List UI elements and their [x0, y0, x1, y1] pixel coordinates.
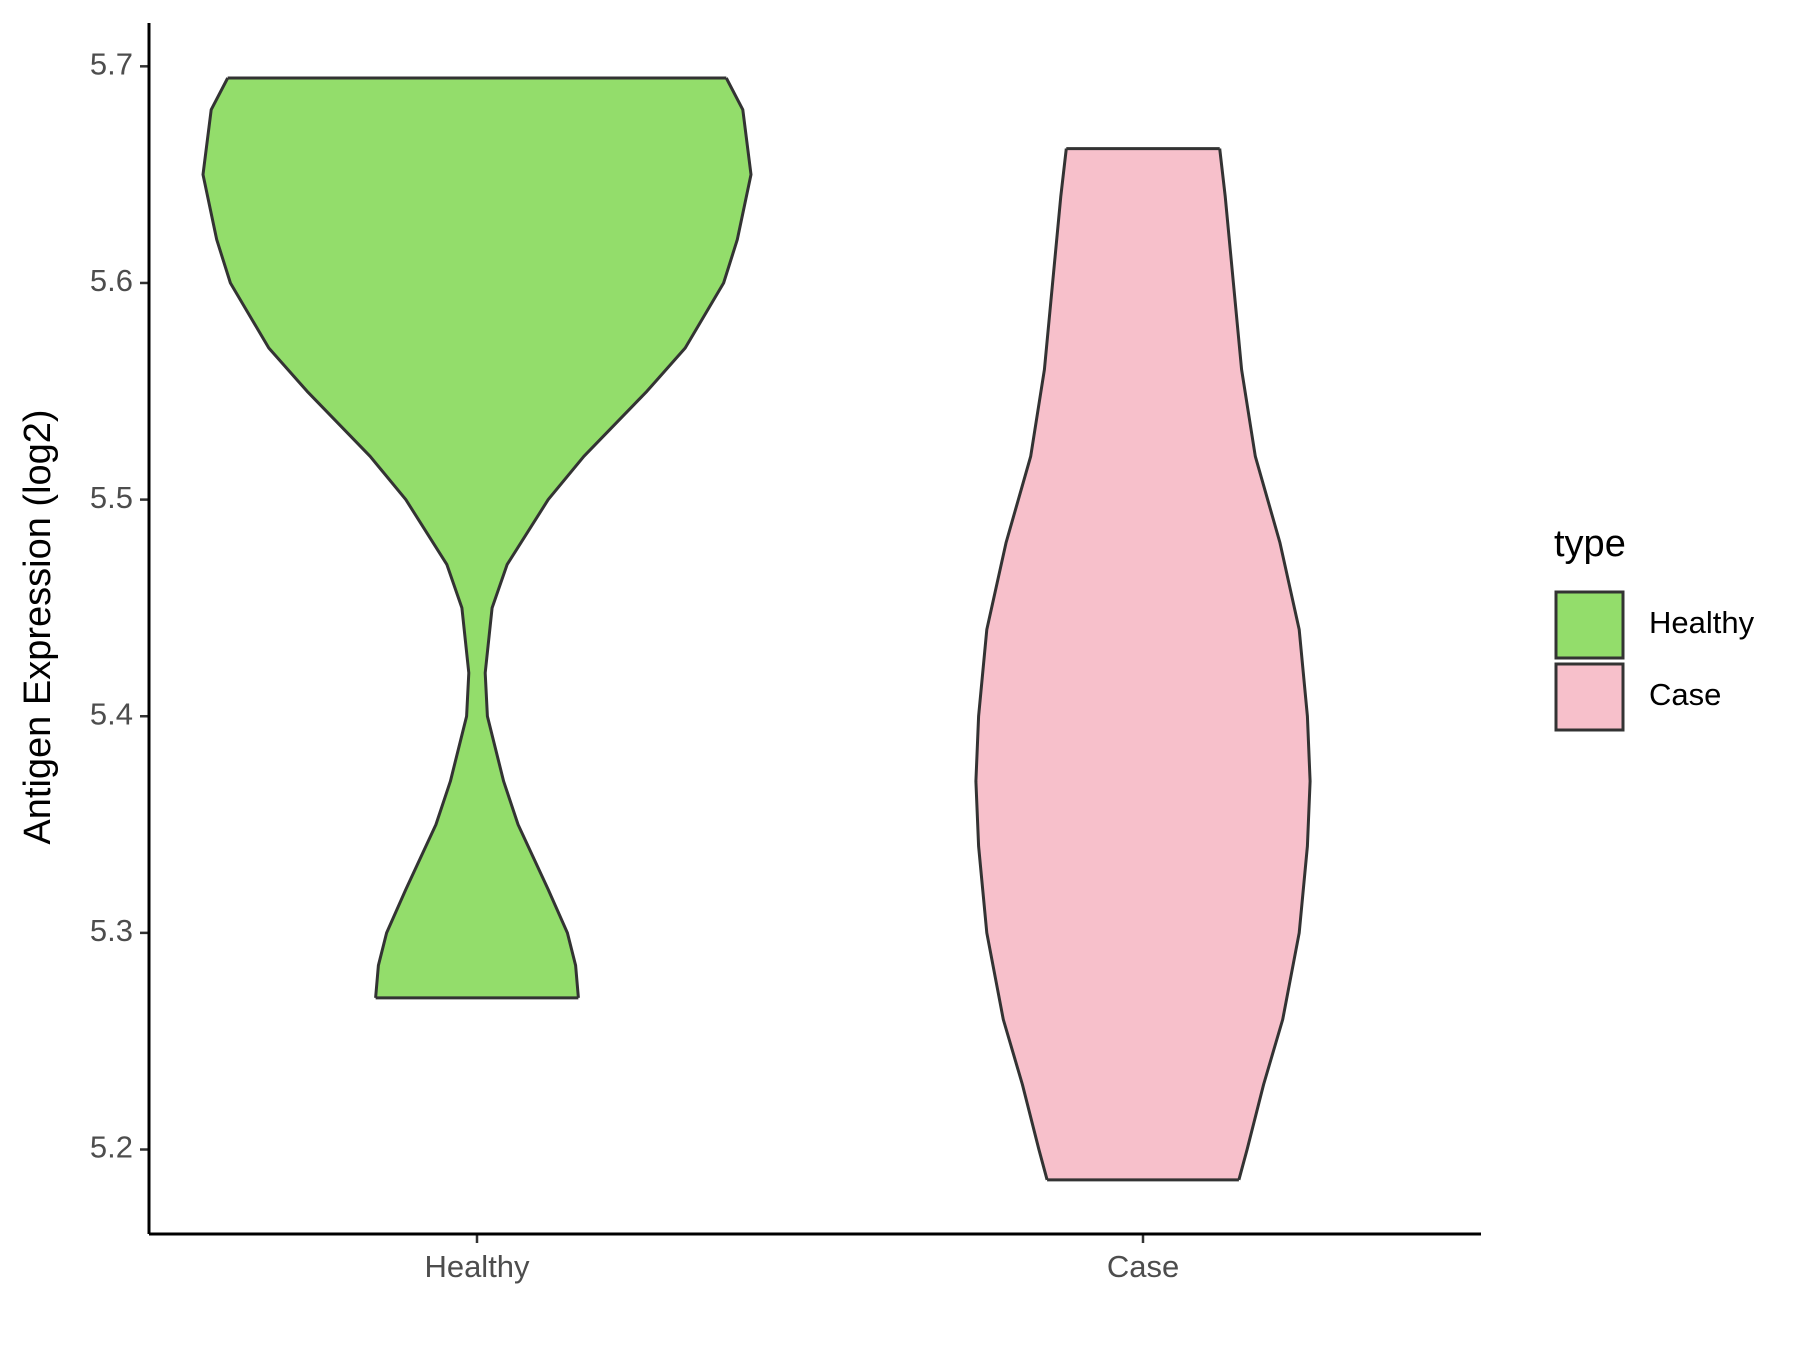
violin-outline-right	[1218, 148, 1312, 1181]
violin-outline-left	[201, 77, 471, 999]
legend-key	[1554, 662, 1625, 732]
violin-outline-right	[483, 77, 753, 999]
y-axis-title: Antigen Expression (log2)	[17, 409, 59, 844]
legend-key	[1554, 590, 1625, 660]
x-tick-label: Case	[1107, 1249, 1179, 1284]
y-tick-label: 5.4	[90, 696, 133, 731]
violin-fill	[975, 148, 1311, 1180]
y-tick-label: 5.6	[90, 263, 133, 298]
y-tick-label: 5.2	[90, 1130, 133, 1165]
legend-label: Case	[1649, 677, 1721, 712]
legend-label: Healthy	[1649, 605, 1755, 640]
x-tick-label: Healthy	[424, 1249, 530, 1284]
y-tick-label: 5.5	[90, 480, 133, 515]
violin-fill	[203, 78, 751, 998]
legend-title: type	[1554, 523, 1626, 565]
violin-outline-left	[974, 148, 1068, 1181]
y-tick-label: 5.7	[90, 47, 133, 82]
y-tick-label: 5.3	[90, 913, 133, 948]
